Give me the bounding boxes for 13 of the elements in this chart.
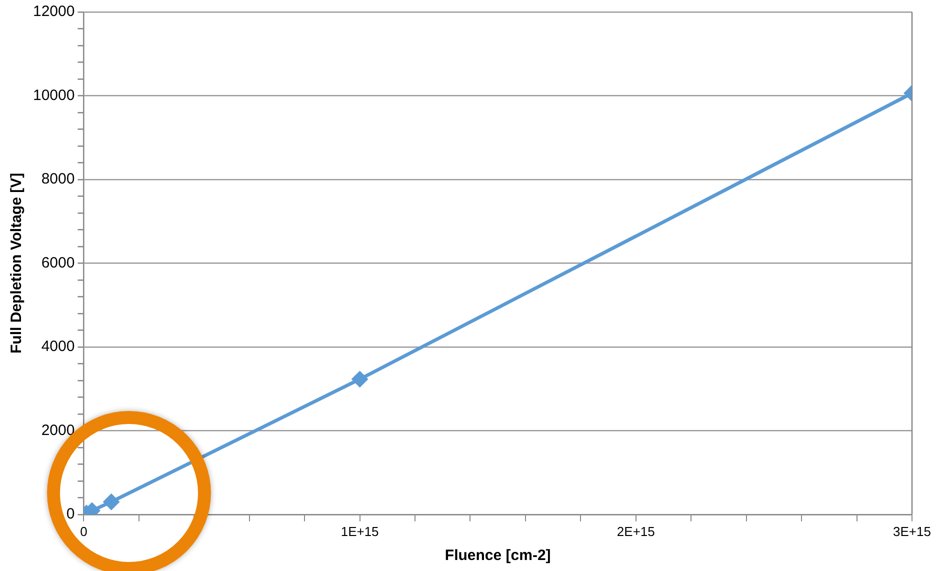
y-tick-label: 10000	[32, 86, 75, 104]
x-axis-title: Fluence [cm-2]	[444, 547, 551, 564]
y-axis-title: Full Depletion Voltage [V]	[8, 172, 26, 354]
y-tick-label: 4000	[41, 338, 75, 356]
x-tick-label: 1E+15	[340, 524, 379, 539]
y-tick-label: 6000	[41, 254, 75, 272]
y-tick-label: 12000	[32, 3, 75, 20]
y-tick-label: 8000	[41, 170, 75, 188]
y-tick-label: 0	[66, 506, 75, 523]
x-tick-label: 3E+15	[893, 524, 931, 539]
y-tick-label: 2000	[41, 422, 75, 439]
x-tick-label: 0	[80, 524, 88, 539]
x-tick-label: 2E+15	[616, 524, 655, 539]
